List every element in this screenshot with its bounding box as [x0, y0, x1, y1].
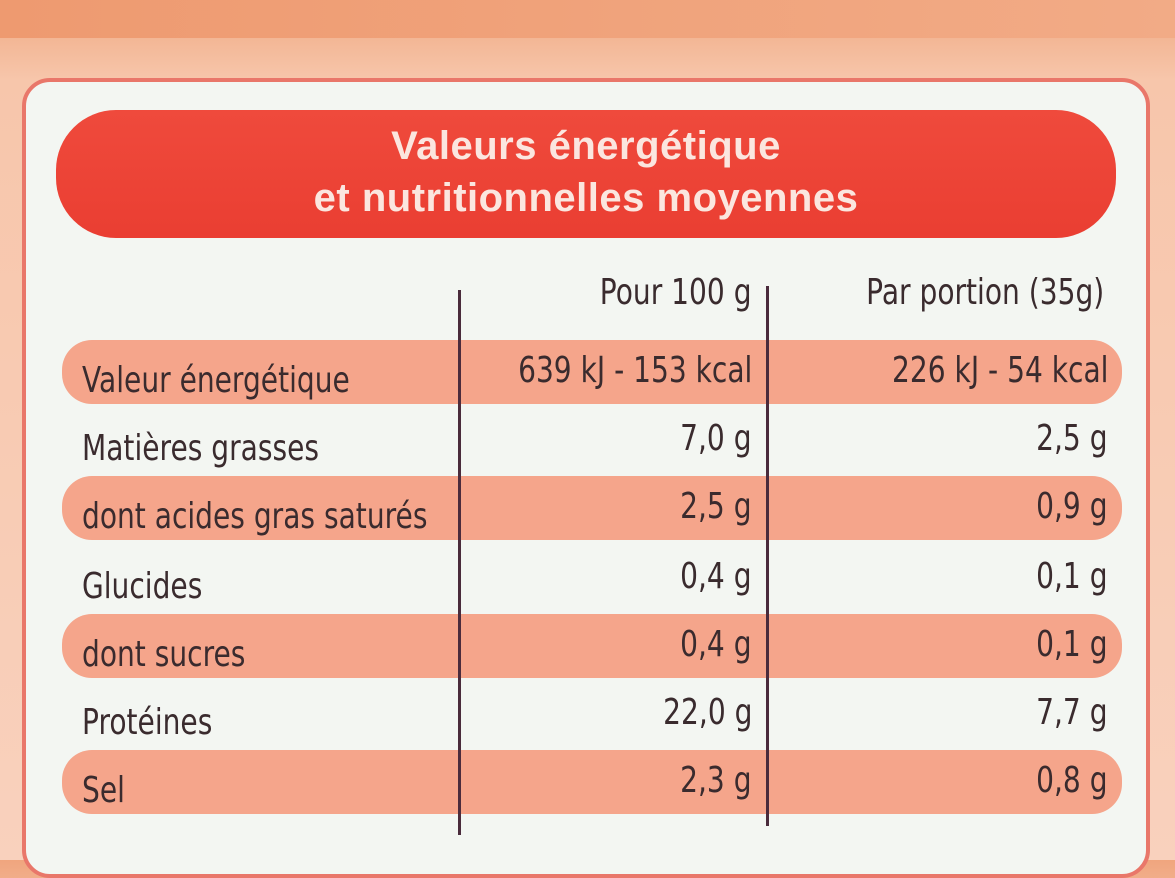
row-label-sugars: dont sucres — [82, 634, 246, 675]
column-header-per-portion: Par portion (35g) — [865, 272, 1104, 313]
row-stripe-energy — [62, 340, 1122, 404]
column-divider-left — [458, 290, 461, 835]
row-label-carbohydrates: Glucides — [82, 566, 203, 607]
row-label-proteins: Protéines — [82, 702, 213, 743]
row-value-carbohydrates-per-portion: 0,1 g — [1036, 556, 1108, 597]
row-value-carbohydrates-per-100g: 0,4 g — [680, 556, 752, 597]
column-divider-right — [766, 286, 769, 826]
nutrition-title-line-1: Valeurs énergétique — [391, 124, 781, 168]
row-value-energy-per-portion: 226 kJ - 54 kcal — [891, 350, 1108, 391]
row-value-fat-per-portion: 2,5 g — [1036, 418, 1108, 459]
row-value-proteins-per-portion: 7,7 g — [1036, 692, 1108, 733]
row-label-fat: Matières grasses — [82, 428, 320, 469]
row-stripe-salt — [62, 750, 1122, 814]
nutrition-title-line-2: et nutritionnelles moyennes — [313, 176, 859, 220]
row-label-saturated-fat: dont acides gras saturés — [82, 496, 428, 537]
row-stripe-sugars — [62, 614, 1122, 678]
row-value-saturated-fat-per-portion: 0,9 g — [1036, 486, 1108, 527]
row-label-salt: Sel — [82, 770, 125, 811]
row-label-energy: Valeur énergétique — [82, 360, 350, 401]
row-value-saturated-fat-per-100g: 2,5 g — [680, 486, 752, 527]
row-value-salt-per-100g: 2,3 g — [680, 760, 752, 801]
row-stripe-saturated-fat — [62, 476, 1122, 540]
nutrition-header-banner — [56, 110, 1116, 238]
row-value-sugars-per-100g: 0,4 g — [680, 624, 752, 665]
row-value-fat-per-100g: 7,0 g — [680, 418, 752, 459]
column-header-per-100g: Pour 100 g — [600, 272, 752, 313]
row-value-sugars-per-portion: 0,1 g — [1036, 624, 1108, 665]
row-value-energy-per-100g: 639 kJ - 153 kcal — [517, 350, 752, 391]
row-value-proteins-per-100g: 22,0 g — [662, 692, 752, 733]
row-value-salt-per-portion: 0,8 g — [1036, 760, 1108, 801]
packaging-top-band — [0, 0, 1175, 38]
